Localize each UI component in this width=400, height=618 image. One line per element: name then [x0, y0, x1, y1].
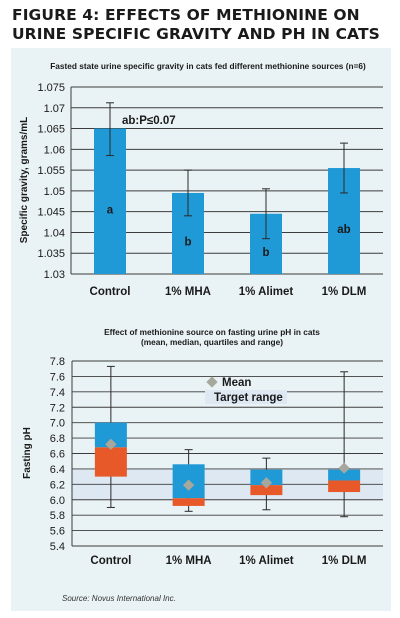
chart1-category-label: 1% MHA: [165, 286, 211, 298]
chart2-category-label: 1% MHA: [166, 555, 212, 567]
chart1-category-label: 1% DLM: [322, 286, 367, 298]
figure-title: FIGURE 4: EFFECTS OF METHIONINE ON URINE…: [12, 6, 380, 43]
chart1-y-tick-label: 1.03: [44, 269, 65, 281]
chart2-box-lower: [328, 480, 361, 493]
chart2-mean-marker: [182, 479, 195, 491]
chart1-y-tick-label: 1.035: [37, 248, 65, 260]
chart2-legend-mean-label: Mean: [222, 377, 251, 389]
chart2-y-tick-label: 6.4: [50, 464, 65, 476]
chart2-y-axis-label: Fasting pH: [22, 427, 33, 479]
chart2-y-tick-label: 7.2: [50, 402, 65, 414]
chart2-y-tick-label: 6.6: [50, 449, 65, 461]
chart2-y-tick-label: 5.6: [50, 526, 65, 538]
chart2-legend-target-label: Target range: [214, 392, 283, 404]
chart1-y-tick-label: 1.045: [37, 207, 65, 219]
chart1-category-label: Control: [90, 286, 131, 298]
chart1-plot: 1.075 1.07 1.065 1.06 1.055 1.05 1.045 1.04 1.03…: [37, 82, 383, 298]
source-note: Source: Novus International Inc.: [62, 594, 176, 603]
chart1-y-tick-label: 1.04: [44, 227, 65, 239]
chart2-y-tick-label: 7.6: [50, 371, 65, 383]
chart1-category-label: 1% Alimet: [239, 286, 294, 298]
chart2-box-lower: [172, 498, 205, 506]
chart2-box-lower: [250, 485, 283, 496]
chart1-y-tick-label: 1.05: [44, 186, 65, 198]
chart2-legend-mean-marker: [206, 376, 218, 388]
chart2-y-tick-label: 7.8: [50, 356, 65, 368]
chart2-subtitle: (mean, median, quartiles and range): [141, 337, 283, 347]
chart2-legend-target-swatch: [205, 390, 287, 404]
chart1-significance-letter: b: [262, 247, 269, 259]
chart1-annotation: ab:P≤0.07: [122, 115, 176, 127]
chart2-mean-marker: [338, 462, 350, 474]
chart2-title: Effect of methionine source on fasting u…: [104, 327, 320, 337]
chart1-y-tick-label: 1.075: [37, 82, 65, 94]
chart2-y-tick-label: 6.8: [50, 433, 65, 445]
chart2-y-tick-label: 6.2: [50, 479, 65, 491]
chart2-y-tick-label: 7.0: [50, 418, 65, 430]
chart2-box-upper: [328, 469, 361, 481]
chart2-category-label: 1% DLM: [322, 555, 367, 567]
chart2-y-tick-label: 5.4: [50, 541, 65, 553]
chart1-significance-letter: ab: [337, 224, 350, 236]
chart2-y-tick-label: 5.8: [50, 510, 65, 522]
chart1-y-tick-label: 1.055: [37, 165, 65, 177]
chart2-category-label: 1% Alimet: [239, 555, 294, 567]
chart1-y-tick-label: 1.07: [44, 103, 65, 115]
chart1-title: Fasted state urine specific gravity in c…: [50, 61, 366, 71]
chart1-y-tick-label: 1.065: [37, 124, 65, 136]
chart2-category-label: Control: [90, 555, 131, 567]
chart1-significance-letter: b: [184, 236, 191, 248]
chart2-y-tick-label: 6.0: [50, 495, 65, 507]
chart2-plot: 7.8 7.6 7.4 7.2 7.0 6.8 6.6 6.4 6.2 6.0 5.8 5.6 5.4 M…: [50, 356, 383, 567]
chart1-y-axis-label: Specific gravity, grams/mL: [19, 117, 30, 244]
chart2-mean-marker: [260, 477, 273, 489]
chart2-y-tick-label: 7.4: [50, 387, 65, 399]
chart1-y-tick-label: 1.06: [44, 144, 65, 156]
chart1-significance-letter: a: [107, 204, 114, 216]
chart2-box-lower: [94, 447, 127, 477]
chart-panel: [11, 48, 391, 611]
